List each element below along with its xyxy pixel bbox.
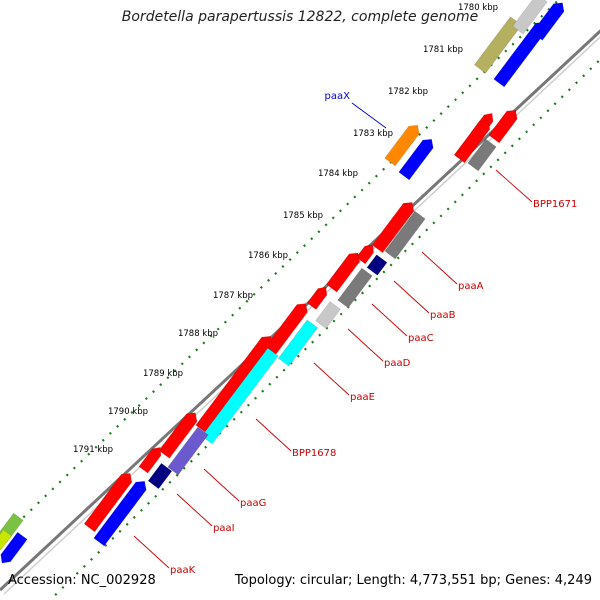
gene-label-BPP1671: BPP1671 <box>533 199 577 210</box>
paaA-class <box>384 210 426 260</box>
kbp-label-5: 1785 kbp <box>283 211 323 221</box>
leader-paaK <box>133 535 170 569</box>
paaX-class <box>398 138 434 181</box>
paaB-class <box>366 254 388 276</box>
paaI-gene <box>138 447 162 474</box>
paaI-class <box>147 462 173 490</box>
kbp-labels: 1780 kbp 1781 kbp 1782 kbp 1783 kbp 1784 kbp… <box>73 3 498 455</box>
kbp-label-10: 1790 kbp <box>108 407 148 417</box>
paaD-class <box>315 301 341 329</box>
gene-label-paaD: paaD <box>384 358 411 369</box>
gene-label-paaB: paaB <box>430 310 456 321</box>
accession-text: Accession: NC_002928 <box>8 573 156 588</box>
outer-tick-line <box>0 0 561 541</box>
map-title: Bordetella parapertussis 12822, complete… <box>121 9 479 25</box>
kbp-label-6: 1786 kbp <box>248 251 288 261</box>
leader-paaA <box>421 251 458 285</box>
paaE-class <box>277 319 319 367</box>
gene-labels: paaX BPP1671 paaA paaB paaC paaD paaE BPP1678 pa… <box>133 91 577 576</box>
paaC-class <box>337 267 373 309</box>
kbp-label-9: 1789 kbp <box>143 369 183 379</box>
leader-paaB <box>393 280 430 314</box>
gene-features <box>0 0 565 564</box>
paaC-gene <box>306 286 328 310</box>
paaX-gene <box>384 124 420 167</box>
gene-label-paaG: paaG <box>240 498 266 509</box>
gene-left-blue <box>0 531 28 564</box>
gene-label-paaC: paaC <box>408 333 434 344</box>
gene-left-yellow <box>0 529 12 551</box>
paaA-gene <box>371 202 415 254</box>
leader-paaC <box>371 303 408 337</box>
BPP1671-gene <box>453 120 491 164</box>
kbp-label-11: 1791 kbp <box>73 445 113 455</box>
BPP1678-class <box>201 347 279 445</box>
gene-label-paaA: paaA <box>458 281 484 292</box>
paaG-gene <box>158 412 198 459</box>
leader-paaX <box>351 102 387 129</box>
gene-label-paaI: paaI <box>213 523 235 534</box>
gene-small-1 <box>355 244 374 265</box>
leader-paaD <box>347 328 384 362</box>
leader-BPP1671 <box>495 169 533 203</box>
paaG-class <box>167 426 209 476</box>
gene-top-gray <box>512 0 548 35</box>
leader-paaG <box>203 468 240 502</box>
kbp-label-7: 1787 kbp <box>213 291 253 301</box>
outer-tick-track <box>0 0 561 541</box>
gene-label-paaE: paaE <box>350 392 375 403</box>
paaK-class <box>93 480 147 547</box>
kbp-label-0: 1780 kbp <box>458 3 498 13</box>
gene-label-BPP1678: BPP1678 <box>292 448 336 459</box>
gene-label-paaK: paaK <box>170 565 196 576</box>
kbp-label-4: 1784 kbp <box>318 169 358 179</box>
genome-stats: Topology: circular; Length: 4,773,551 bp… <box>234 573 592 588</box>
kbp-label-1: 1781 kbp <box>423 45 463 55</box>
kbp-label-2: 1782 kbp <box>388 87 428 97</box>
kbp-label-3: 1783 kbp <box>353 129 393 139</box>
leader-paaE <box>313 362 350 396</box>
kbp-label-8: 1788 kbp <box>178 329 218 339</box>
leader-paaI <box>176 493 213 527</box>
gene-label-paaX: paaX <box>325 91 351 102</box>
paaE-gene <box>195 335 273 434</box>
BPP1671-class <box>467 138 497 172</box>
paaK-gene <box>83 473 133 533</box>
leader-BPP1678 <box>255 418 292 452</box>
gene-ur-2 <box>488 109 518 144</box>
gene-top-blue-2 <box>531 2 565 41</box>
paaB-gene <box>325 252 360 293</box>
